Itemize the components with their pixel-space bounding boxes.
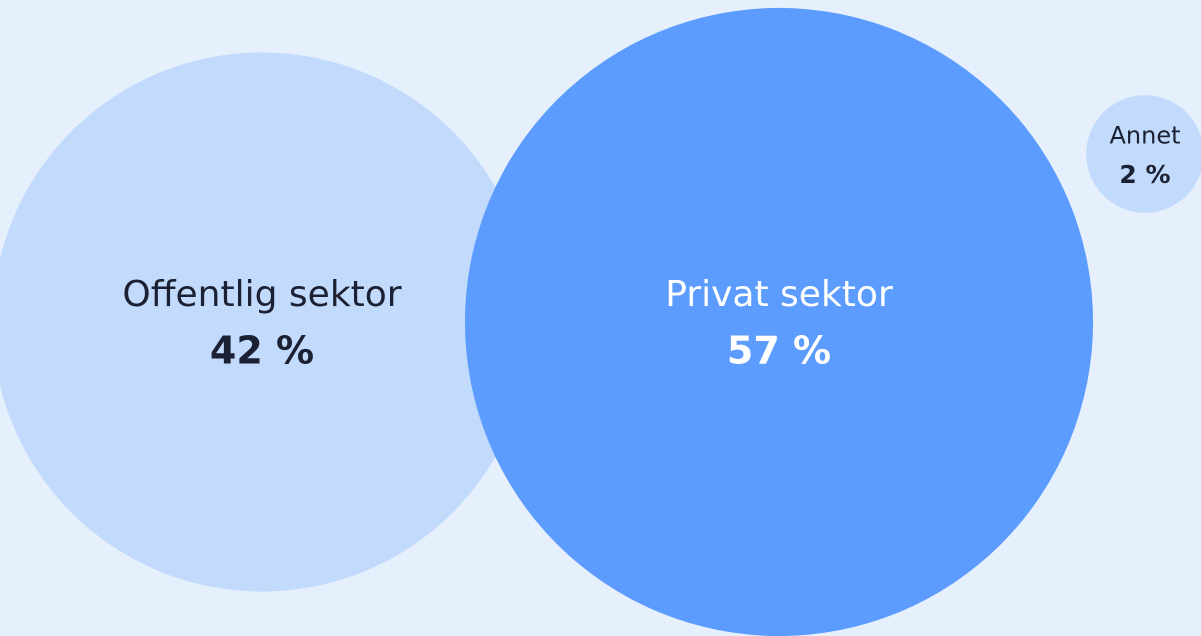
bubble: [1086, 95, 1201, 213]
bubble: [0, 52, 532, 592]
bubble: [465, 8, 1093, 636]
bubble-label: Privat sektor: [665, 274, 893, 315]
bubble-label: Annet: [1109, 121, 1180, 149]
bubble-value: 57 %: [727, 329, 831, 373]
bubble-label: Offentlig sektor: [122, 274, 401, 315]
bubble-value: 42 %: [210, 329, 314, 373]
bubble-value: 2 %: [1119, 160, 1170, 189]
